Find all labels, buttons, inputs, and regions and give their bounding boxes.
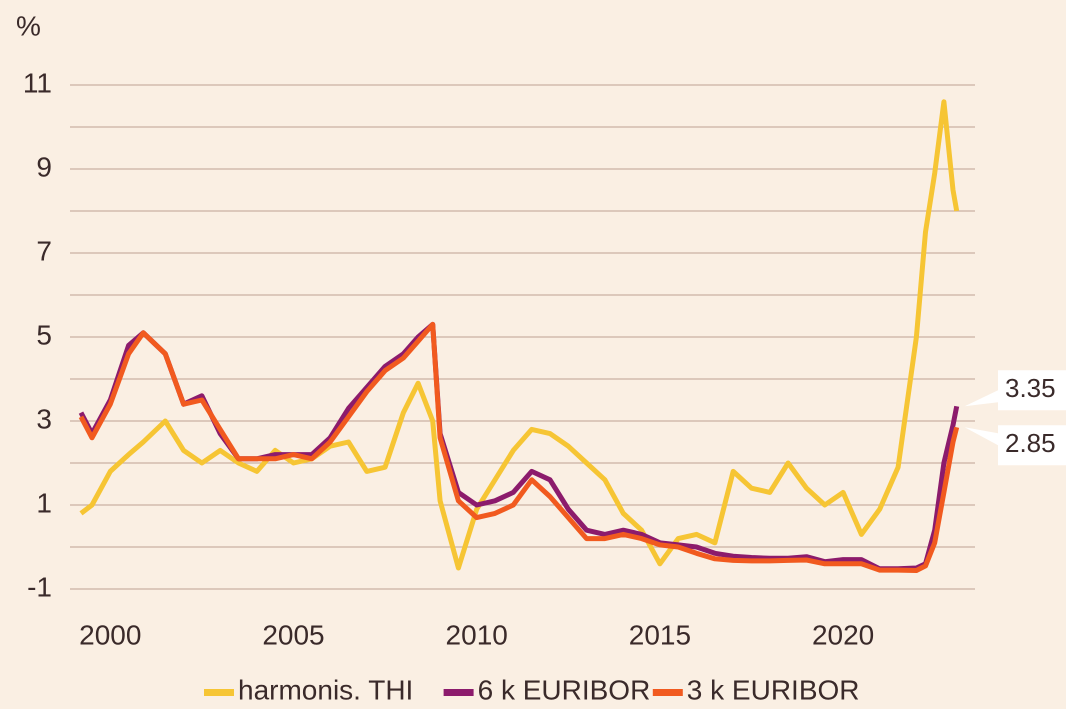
y-tick-label: 5 xyxy=(36,319,52,350)
y-unit: % xyxy=(16,10,41,41)
y-tick-label: 1 xyxy=(36,487,52,518)
y-tick-label: 11 xyxy=(23,67,52,98)
end-label: 2.85 xyxy=(1005,428,1056,458)
x-tick-label: 2005 xyxy=(262,619,324,650)
legend-label: 3 k EURIBOR xyxy=(687,674,860,705)
end-label: 3.35 xyxy=(1005,373,1056,403)
callout-box xyxy=(964,370,1066,411)
line xyxy=(78,321,960,573)
y-tick-label: 7 xyxy=(36,235,52,266)
y-tick-label: -1 xyxy=(27,571,52,602)
legend-label: harmonis. THI xyxy=(238,674,413,705)
x-tick-label: 2020 xyxy=(812,619,874,650)
legend-swatch xyxy=(443,689,474,696)
legend-swatch xyxy=(204,689,234,696)
callout-box xyxy=(964,425,1066,466)
x-tick-label: 2010 xyxy=(446,619,508,650)
x-tick-label: 2000 xyxy=(79,619,141,650)
legend-swatch xyxy=(652,689,683,696)
y-tick-label: 3 xyxy=(36,403,52,434)
legend-label: 6 k EURIBOR xyxy=(478,674,651,705)
x-tick-label: 2015 xyxy=(629,619,691,650)
legend: harmonis. THI 6 k EURIBOR 3 k EURIBOR xyxy=(204,674,860,705)
line xyxy=(79,99,960,571)
y-tick-label: 9 xyxy=(36,151,52,182)
